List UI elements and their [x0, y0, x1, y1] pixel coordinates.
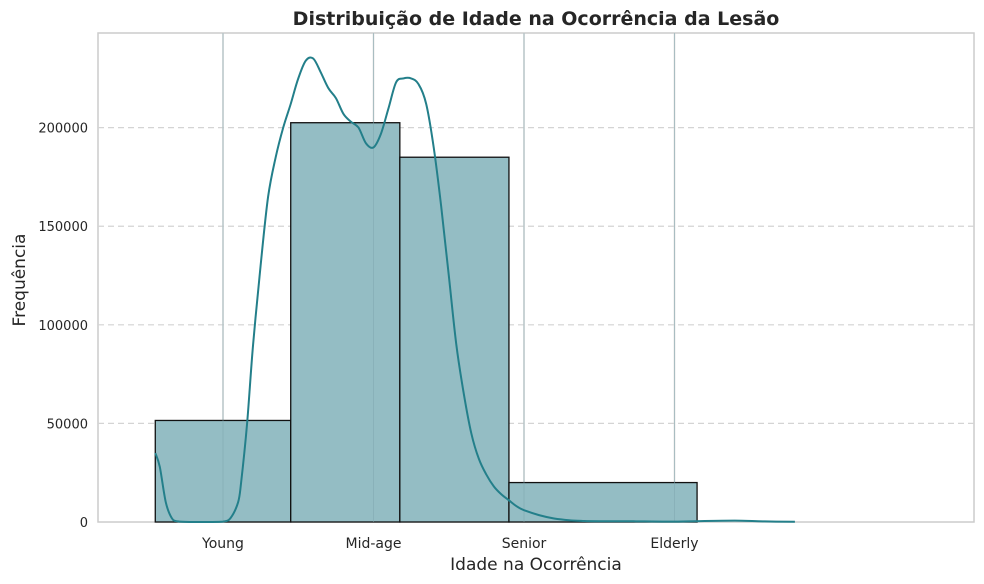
horizontal-grid	[98, 127, 974, 425]
histogram-bar	[290, 122, 401, 523]
x-tick-label: Mid-age	[346, 536, 402, 552]
histogram-bar	[399, 156, 510, 523]
y-tick-labels: 0 50000 100000 150000 200000	[38, 122, 88, 531]
x-tick-label: Senior	[502, 536, 547, 552]
kde-curve	[154, 56, 795, 523]
y-tick-label: 100000	[38, 319, 88, 334]
x-tick-label: Elderly	[650, 536, 698, 552]
y-tick-label: 150000	[38, 220, 88, 235]
chart-title: Distribuição de Idade na Ocorrência da L…	[293, 8, 780, 30]
x-tick-label: Young	[201, 536, 244, 552]
y-axis-label: Frequência	[10, 234, 30, 327]
y-tick-label: 200000	[38, 122, 88, 137]
x-axis-label: Idade na Ocorrência	[450, 555, 622, 575]
x-tick-labels: Young Mid-age Senior Elderly	[201, 536, 699, 552]
y-tick-label: 50000	[47, 417, 88, 432]
y-tick-label: 0	[80, 516, 88, 531]
vertical-grid-overlay	[222, 33, 675, 522]
histogram-bar	[508, 481, 698, 523]
